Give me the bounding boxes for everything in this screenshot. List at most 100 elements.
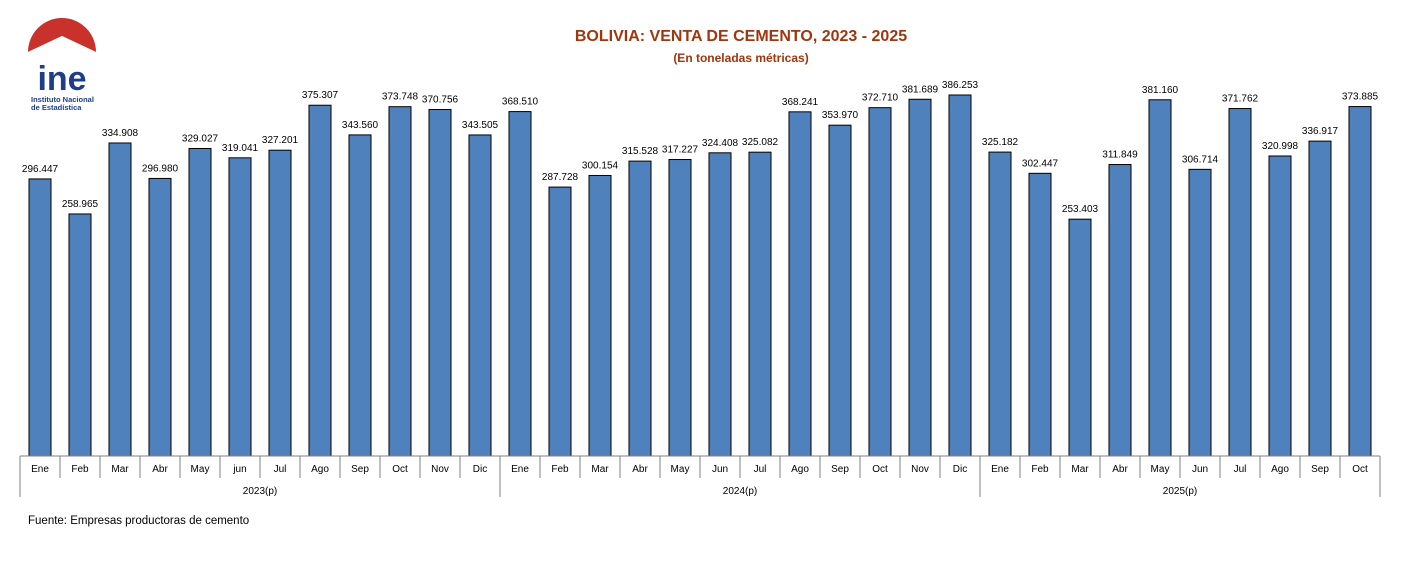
bar [28, 178, 52, 457]
bar [1068, 218, 1092, 457]
category-tick-label: Abr [152, 464, 168, 475]
data-label: 253.403 [1062, 204, 1099, 215]
data-label: 334.908 [102, 128, 139, 139]
category-tick-label: Jun [1192, 464, 1208, 475]
bar [828, 124, 852, 457]
bar [1268, 155, 1292, 457]
data-label: 287.728 [542, 172, 579, 183]
data-label: 343.560 [342, 120, 379, 131]
data-label: 319.041 [222, 143, 259, 154]
bar [1188, 168, 1212, 457]
bar [548, 186, 572, 457]
bar [468, 134, 492, 457]
bar [588, 174, 612, 457]
bar [388, 106, 412, 457]
category-tick-label: jun [232, 464, 246, 475]
bar [1108, 164, 1132, 457]
category-tick-label: Jul [754, 464, 767, 475]
data-label: 343.505 [462, 120, 499, 131]
category-tick-label: Jun [712, 464, 728, 475]
data-label: 329.027 [182, 133, 219, 144]
data-label: 372.710 [862, 93, 899, 104]
bar [1028, 172, 1052, 457]
data-label: 296.447 [22, 164, 59, 175]
bar [1148, 99, 1172, 457]
category-tick-label: Nov [431, 464, 449, 475]
category-tick-label: Sep [1311, 464, 1329, 475]
group-label: 2025(p) [1163, 486, 1197, 497]
data-label: 300.154 [582, 160, 619, 171]
source-note: Fuente: Empresas productoras de cemento [28, 515, 250, 527]
bar [148, 177, 172, 457]
category-tick-label: Sep [831, 464, 849, 475]
category-tick-label: May [191, 464, 210, 475]
bar [1348, 106, 1372, 457]
category-tick-label: Dic [473, 464, 487, 475]
bar [988, 151, 1012, 457]
data-label: 311.849 [1102, 150, 1138, 161]
data-label: 306.714 [1182, 154, 1219, 165]
logo-roof-icon [28, 18, 96, 52]
category-tick-label: Ago [1271, 464, 1289, 475]
data-label: 375.307 [302, 90, 339, 101]
data-label: 324.408 [702, 138, 739, 149]
bar [1308, 140, 1332, 457]
category-tick-label: Feb [551, 464, 569, 475]
data-label: 336.917 [1302, 126, 1339, 137]
bar [788, 111, 812, 457]
chart-title: BOLIVIA: VENTA DE CEMENTO, 2023 - 2025 [574, 28, 908, 45]
bar [428, 108, 452, 457]
logo-text: ine [37, 60, 86, 98]
category-tick-label: Oct [392, 464, 408, 475]
data-label: 296.980 [142, 163, 179, 174]
data-label: 381.160 [1142, 85, 1179, 96]
logo-subtitle: Instituto Nacional de Estadística [31, 96, 94, 112]
bar [268, 149, 292, 457]
logo-subtitle-line1: Instituto Nacional [31, 95, 94, 104]
bar [308, 104, 332, 457]
category-tick-label: Mar [111, 464, 129, 475]
category-tick-label: Ene [511, 464, 529, 475]
category-tick-label: Feb [71, 464, 89, 475]
category-tick-label: Mar [1071, 464, 1089, 475]
data-label: 315.528 [622, 146, 659, 157]
bar [748, 151, 772, 457]
category-tick-label: Abr [632, 464, 648, 475]
bar [108, 142, 132, 457]
data-label: 386.253 [942, 80, 979, 91]
data-label: 353.970 [822, 110, 859, 121]
bar [68, 213, 92, 457]
category-tick-label: Oct [872, 464, 888, 475]
category-tick-label: Jul [274, 464, 287, 475]
category-tick-label: May [1151, 464, 1170, 475]
data-label: 325.182 [982, 137, 1019, 148]
data-label: 373.748 [382, 92, 419, 103]
category-tick-label: Mar [591, 464, 609, 475]
category-tick-label: Abr [1112, 464, 1128, 475]
category-tick-label: Sep [351, 464, 369, 475]
data-label: 368.241 [782, 97, 819, 108]
bar [228, 157, 252, 457]
data-label: 258.965 [62, 199, 99, 210]
bar [708, 152, 732, 457]
category-tick-label: Ago [791, 464, 809, 475]
bar [628, 160, 652, 457]
data-label: 302.447 [1022, 158, 1059, 169]
chart-subtitle: (En toneladas métricas) [673, 51, 809, 65]
category-tick-label: Feb [1031, 464, 1049, 475]
logo-subtitle-line2: de Estadística [31, 103, 82, 112]
category-tick-label: May [671, 464, 690, 475]
category-tick-label: Ago [311, 464, 329, 475]
category-tick-label: Ene [991, 464, 1009, 475]
data-label: 370.756 [422, 94, 459, 105]
bar [348, 134, 372, 457]
group-label: 2023(p) [243, 486, 277, 497]
bar [188, 147, 212, 457]
data-label: 381.689 [902, 84, 939, 95]
data-label: 368.510 [502, 97, 539, 108]
data-label: 371.762 [1222, 94, 1259, 105]
ine-logo: ine [28, 18, 96, 98]
bar [508, 111, 532, 457]
data-label: 320.998 [1262, 141, 1299, 152]
